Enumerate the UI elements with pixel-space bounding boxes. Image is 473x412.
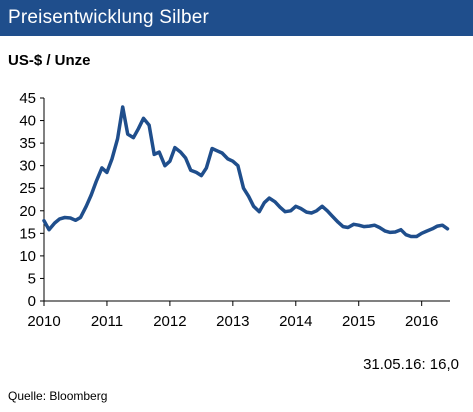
y-tick-label: 5 bbox=[28, 270, 36, 287]
x-tick-label: 2015 bbox=[342, 313, 375, 330]
source-note: Quelle: Bloomberg bbox=[8, 389, 108, 403]
x-tick-label: 2010 bbox=[27, 313, 60, 330]
silver-price-line bbox=[42, 105, 450, 239]
y-tick-label: 40 bbox=[19, 113, 36, 130]
latest-price-note: 31.05.16: 16,0 bbox=[363, 356, 459, 373]
y-tick-label: 20 bbox=[19, 203, 36, 220]
y-axis-unit-label: US-$ / Unze bbox=[8, 52, 91, 69]
x-tick-label: 2014 bbox=[279, 313, 312, 330]
chart-title: Preisentwicklung Silber bbox=[8, 7, 210, 28]
y-tick-label: 35 bbox=[19, 135, 36, 152]
y-tick-label: 10 bbox=[19, 248, 36, 265]
x-tick-label: 2012 bbox=[153, 313, 186, 330]
chart-header-bar: Preisentwicklung Silber bbox=[0, 0, 473, 36]
y-tick-label: 15 bbox=[19, 225, 36, 242]
silver-price-chart: 0 5 10 15 20 25 30 35 40 45 2010 2011 2012 2013 2014 20… bbox=[19, 90, 450, 330]
x-tick-label: 2011 bbox=[91, 313, 123, 330]
y-tick-label: 0 bbox=[28, 293, 36, 310]
x-tick-label: 2016 bbox=[405, 313, 438, 330]
x-tick-label: 2013 bbox=[216, 313, 249, 330]
y-tick-label: 25 bbox=[19, 180, 36, 197]
y-tick-label: 30 bbox=[19, 158, 36, 175]
y-tick-label: 45 bbox=[19, 90, 36, 107]
